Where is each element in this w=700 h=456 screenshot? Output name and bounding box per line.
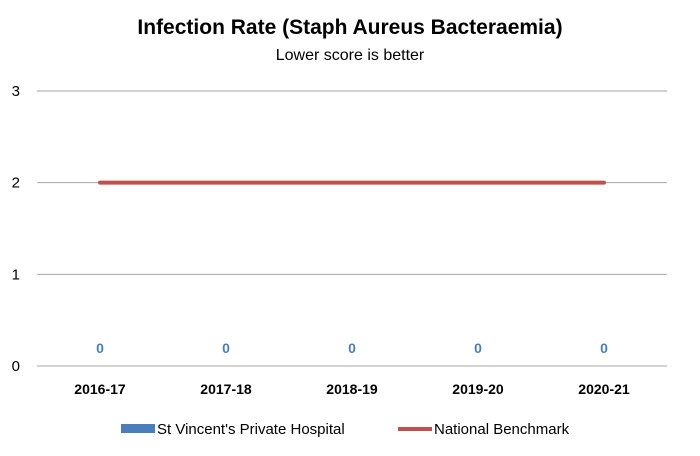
x-tick-label: 2019-20 (452, 381, 504, 397)
data-label: 0 (222, 340, 230, 356)
x-tick-label: 2018-19 (326, 381, 378, 397)
x-tick-label: 2017-18 (200, 381, 252, 397)
legend-label: St Vincent's Private Hospital (157, 421, 345, 438)
x-tick-label: 2020-21 (578, 381, 630, 397)
legend-label: National Benchmark (434, 421, 570, 438)
data-label: 0 (96, 340, 104, 356)
data-label: 0 (348, 340, 356, 356)
x-tick-label: 2016-17 (74, 381, 126, 397)
y-tick-label: 3 (12, 83, 20, 100)
data-label: 0 (600, 340, 608, 356)
y-tick-label: 2 (12, 175, 20, 192)
legend-swatch-bar (121, 424, 155, 433)
y-tick-label: 1 (12, 266, 20, 283)
data-label: 0 (474, 340, 482, 356)
chart-subtitle: Lower score is better (275, 47, 425, 64)
y-tick-label: 0 (12, 358, 20, 375)
chart-title: Infection Rate (Staph Aureus Bacteraemia… (137, 16, 563, 39)
